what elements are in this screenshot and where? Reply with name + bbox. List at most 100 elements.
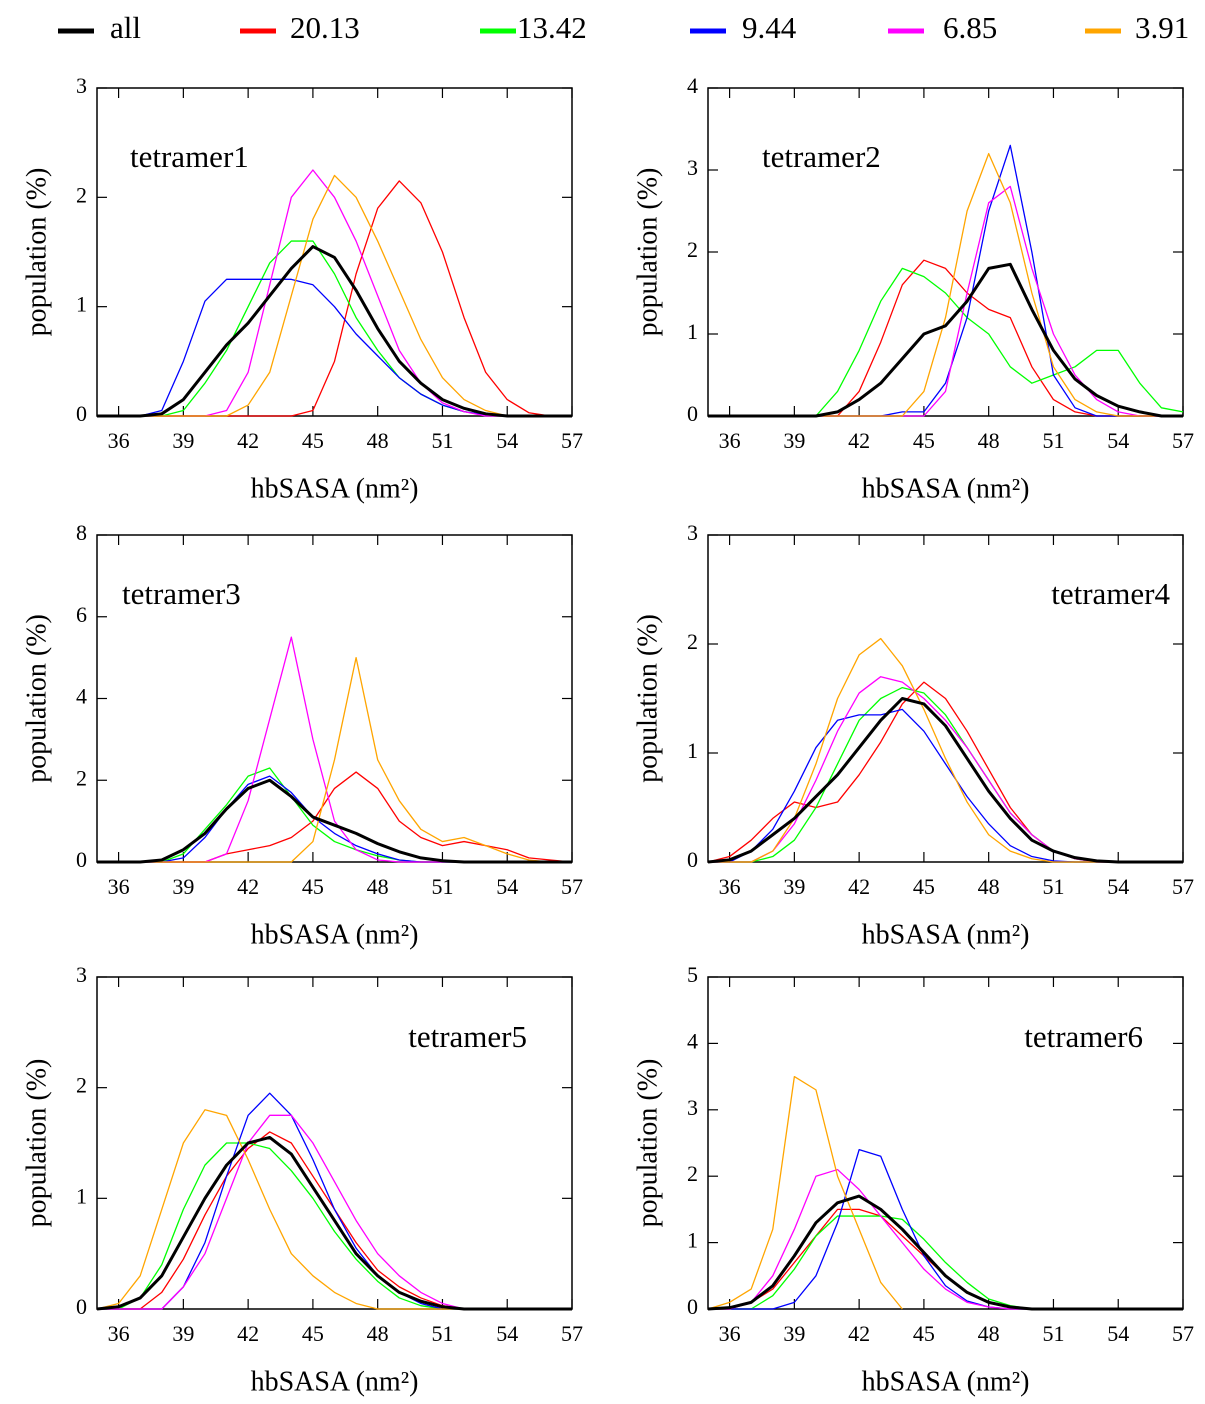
series-line [708, 708, 1183, 863]
y-tick-label: 5 [687, 962, 698, 987]
series-line [708, 152, 1183, 417]
y-tick-label: 3 [687, 1095, 698, 1120]
x-tick-label: 45 [302, 874, 324, 899]
y-tick-label: 3 [76, 962, 87, 987]
y-axis-label: population (%) [632, 168, 663, 337]
series-line [97, 245, 572, 418]
x-axis-label: hbSASA (nm²) [862, 1366, 1030, 1397]
series-line [707, 697, 1183, 864]
x-tick-label: 57 [1172, 874, 1194, 899]
panel-annotation: tetramer6 [1024, 1019, 1143, 1054]
x-tick-label: 54 [1107, 1321, 1129, 1346]
legend-label: 3.91 [1135, 10, 1189, 45]
y-tick-label: 1 [687, 738, 698, 763]
legend-label: all [110, 10, 141, 45]
x-axis-label: hbSASA (nm²) [251, 919, 419, 950]
series-line [708, 1148, 1183, 1310]
series-line [97, 636, 572, 863]
x-tick-label: 51 [1042, 874, 1064, 899]
y-tick-label: 0 [76, 401, 87, 426]
series-line [97, 174, 572, 417]
y-tick-label: 4 [687, 1028, 698, 1053]
x-tick-label: 48 [978, 1321, 1000, 1346]
x-tick-label: 54 [496, 428, 518, 453]
x-tick-label: 54 [496, 1321, 518, 1346]
series-line [708, 1208, 1183, 1310]
x-tick-label: 42 [237, 1321, 259, 1346]
legend-label: 20.13 [290, 10, 360, 45]
panel-annotation: tetramer3 [122, 576, 241, 611]
x-tick-label: 42 [237, 428, 259, 453]
series-line [97, 1114, 572, 1310]
y-tick-label: 2 [76, 1073, 87, 1098]
plot-frame [707, 534, 1184, 863]
series-line [97, 771, 573, 863]
legend-label: 9.44 [742, 10, 797, 45]
x-tick-label: 36 [108, 1321, 130, 1346]
y-tick-label: 2 [687, 1161, 698, 1186]
series-line [97, 278, 572, 417]
x-tick-label: 54 [1107, 874, 1129, 899]
x-tick-label: 42 [237, 874, 259, 899]
panel-annotation: tetramer1 [130, 139, 249, 174]
x-tick-label: 42 [848, 1321, 870, 1346]
x-tick-label: 48 [367, 1321, 389, 1346]
y-tick-label: 4 [76, 684, 87, 709]
x-tick-label: 48 [367, 874, 389, 899]
series-line [97, 180, 572, 417]
y-tick-label: 1 [76, 1183, 87, 1208]
x-tick-label: 45 [913, 1321, 935, 1346]
x-tick-label: 45 [302, 1321, 324, 1346]
x-tick-label: 48 [978, 874, 1000, 899]
x-axis-label: hbSASA (nm²) [251, 473, 419, 504]
series-line [708, 259, 1183, 417]
series-line [708, 267, 1184, 417]
y-tick-label: 3 [687, 155, 698, 180]
plot-frame [96, 87, 573, 417]
panel-annotation: tetramer5 [408, 1019, 527, 1054]
series-line [708, 144, 1183, 417]
series-line [97, 1092, 572, 1310]
x-tick-label: 36 [719, 1321, 741, 1346]
y-tick-label: 8 [76, 520, 87, 545]
x-tick-label: 39 [783, 428, 805, 453]
x-tick-label: 57 [1172, 1321, 1194, 1346]
x-tick-label: 36 [108, 428, 130, 453]
legend-label: 13.42 [517, 10, 587, 45]
y-axis-label: population (%) [632, 614, 663, 783]
series-line [707, 1194, 1183, 1311]
y-tick-label: 1 [76, 292, 87, 317]
x-tick-label: 57 [561, 428, 583, 453]
x-tick-label: 36 [108, 874, 130, 899]
x-tick-label: 39 [172, 874, 194, 899]
series-line [708, 686, 1183, 863]
y-tick-label: 0 [76, 847, 87, 872]
y-tick-label: 0 [687, 401, 698, 426]
plot-frame [96, 976, 573, 1310]
x-tick-label: 39 [783, 874, 805, 899]
plot-frame [707, 87, 1184, 417]
x-tick-label: 51 [431, 428, 453, 453]
y-axis-label: population (%) [632, 1059, 663, 1228]
series-line [708, 262, 1183, 418]
legend-label: 6.85 [943, 10, 997, 45]
y-axis-label: population (%) [21, 168, 52, 337]
x-tick-label: 39 [172, 1321, 194, 1346]
x-tick-label: 57 [1172, 428, 1194, 453]
y-tick-label: 0 [687, 1294, 698, 1319]
series-line [708, 676, 1183, 863]
y-tick-label: 1 [687, 319, 698, 344]
y-axis-label: population (%) [21, 614, 52, 783]
panel-annotation: tetramer2 [762, 139, 881, 174]
x-tick-label: 39 [783, 1321, 805, 1346]
y-tick-label: 0 [687, 847, 698, 872]
series-line [97, 778, 572, 864]
series-line [97, 1142, 572, 1310]
y-tick-label: 1 [687, 1228, 698, 1253]
y-tick-label: 2 [687, 237, 698, 262]
y-axis-label: population (%) [21, 1059, 52, 1228]
series-line [707, 681, 1183, 863]
series-line [97, 656, 572, 863]
x-tick-label: 54 [496, 874, 518, 899]
